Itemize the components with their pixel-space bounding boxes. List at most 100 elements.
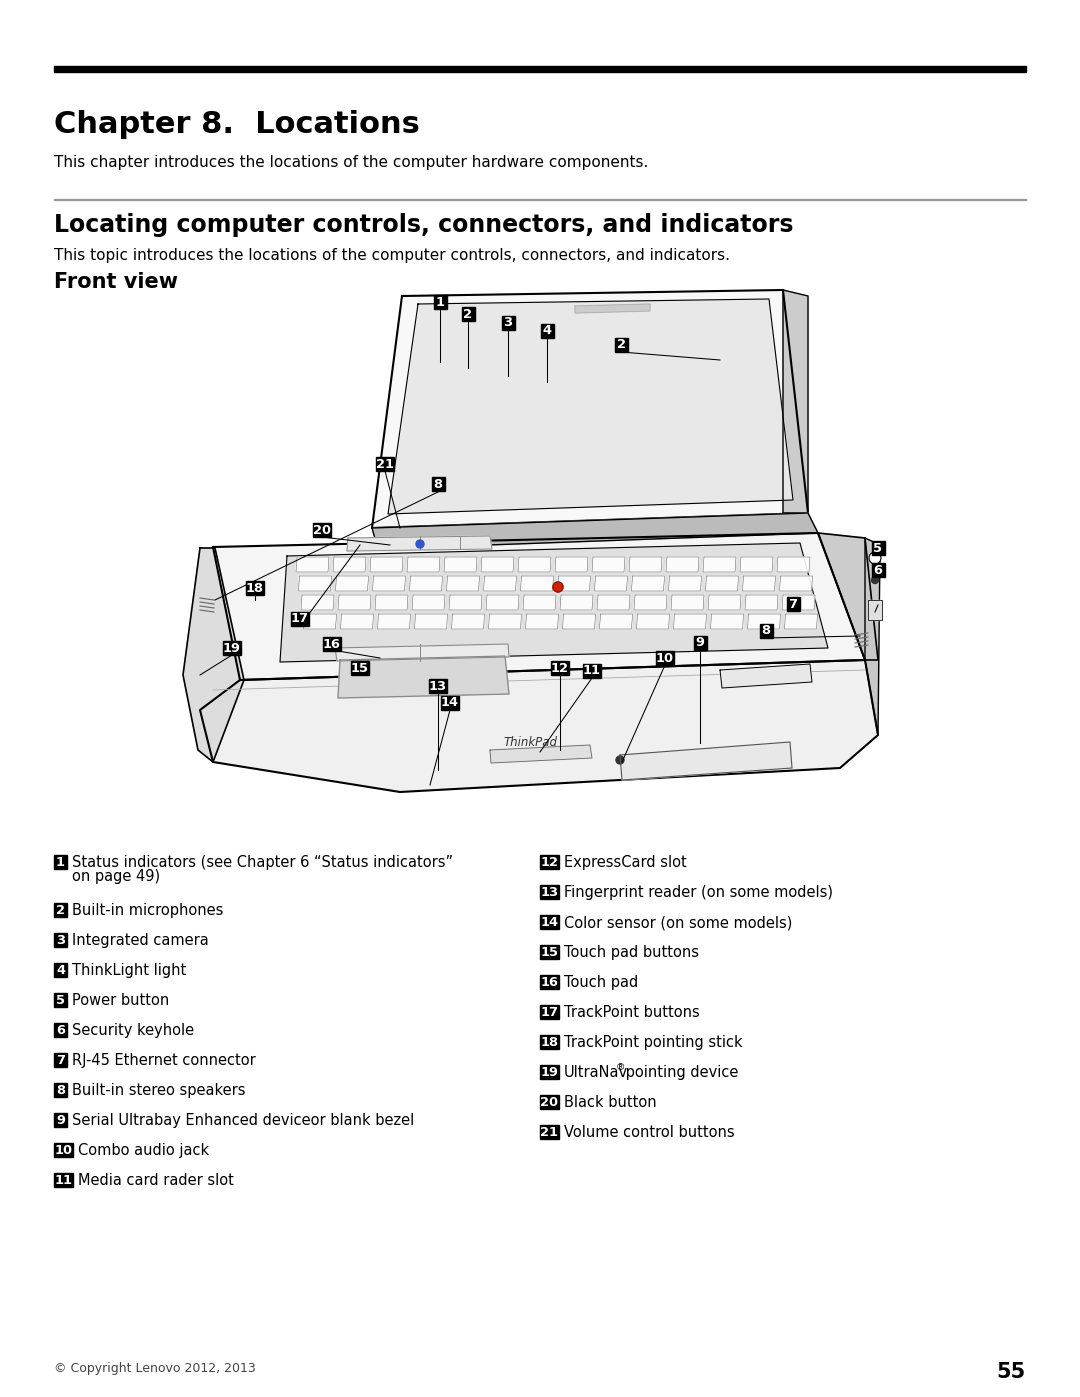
Bar: [54, 1083, 67, 1097]
Polygon shape: [523, 595, 556, 610]
Bar: [441, 696, 459, 710]
Text: Media card rader slot: Media card rader slot: [78, 1173, 233, 1187]
Text: 8: 8: [761, 624, 770, 637]
Text: Built-in stereo speakers: Built-in stereo speakers: [72, 1083, 245, 1098]
Polygon shape: [747, 615, 781, 629]
Polygon shape: [336, 576, 368, 591]
Bar: [54, 902, 67, 918]
Polygon shape: [666, 557, 699, 571]
Text: 2: 2: [617, 338, 625, 352]
Polygon shape: [481, 557, 514, 571]
Bar: [54, 1023, 67, 1038]
Text: Touch pad: Touch pad: [564, 975, 638, 990]
Text: Locating computer controls, connectors, and indicators: Locating computer controls, connectors, …: [54, 212, 794, 237]
Bar: [54, 963, 67, 978]
Polygon shape: [561, 595, 593, 610]
Bar: [582, 664, 602, 678]
Bar: [54, 1143, 72, 1157]
Bar: [540, 1065, 558, 1080]
Polygon shape: [407, 557, 440, 571]
Polygon shape: [783, 291, 808, 513]
Bar: [376, 457, 394, 471]
Text: 55: 55: [997, 1362, 1026, 1382]
Bar: [540, 1004, 558, 1020]
Text: Power button: Power button: [72, 993, 170, 1009]
Text: 21: 21: [540, 1126, 558, 1139]
Text: This topic introduces the locations of the computer controls, connectors, and in: This topic introduces the locations of t…: [54, 249, 730, 263]
Text: ExpressCard slot: ExpressCard slot: [564, 855, 687, 870]
Text: 18: 18: [246, 581, 264, 595]
Bar: [222, 641, 242, 655]
Text: 3: 3: [503, 317, 513, 330]
Polygon shape: [486, 595, 519, 610]
Bar: [501, 316, 514, 330]
Polygon shape: [599, 615, 633, 629]
Text: Status indicators (see Chapter 6 “Status indicators”: Status indicators (see Chapter 6 “Status…: [72, 855, 454, 870]
Text: Front view: Front view: [54, 272, 178, 292]
Polygon shape: [708, 595, 741, 610]
Polygon shape: [868, 599, 882, 620]
Polygon shape: [865, 538, 880, 735]
Bar: [54, 1113, 67, 1127]
Bar: [540, 324, 554, 338]
Polygon shape: [703, 557, 735, 571]
Text: 5: 5: [874, 542, 882, 555]
Polygon shape: [632, 576, 664, 591]
Text: 2: 2: [463, 307, 473, 320]
Polygon shape: [777, 557, 810, 571]
Polygon shape: [335, 644, 509, 661]
Text: 3: 3: [56, 933, 65, 947]
Text: TrackPoint buttons: TrackPoint buttons: [564, 1004, 700, 1020]
Text: 17: 17: [540, 1006, 558, 1018]
Text: 12: 12: [551, 662, 569, 675]
Text: 4: 4: [56, 964, 65, 977]
Text: Chapter 8.  Locations: Chapter 8. Locations: [54, 110, 420, 138]
Polygon shape: [743, 576, 775, 591]
Polygon shape: [372, 291, 808, 528]
Bar: [540, 944, 558, 960]
Text: Integrated camera: Integrated camera: [72, 933, 208, 949]
Polygon shape: [575, 305, 650, 313]
Text: 6: 6: [874, 563, 882, 577]
Text: 9: 9: [56, 1113, 65, 1126]
Polygon shape: [333, 557, 366, 571]
Polygon shape: [782, 595, 815, 610]
Polygon shape: [446, 576, 480, 591]
Polygon shape: [444, 557, 477, 571]
Text: 16: 16: [323, 637, 341, 651]
Text: 13: 13: [429, 679, 447, 693]
Polygon shape: [518, 557, 551, 571]
Bar: [693, 636, 706, 650]
Bar: [54, 1053, 67, 1067]
Polygon shape: [388, 299, 793, 514]
Text: Touch pad buttons: Touch pad buttons: [564, 944, 699, 960]
Text: 21: 21: [376, 457, 394, 471]
Polygon shape: [338, 595, 372, 610]
Text: 1: 1: [56, 855, 65, 869]
Bar: [759, 624, 772, 638]
Polygon shape: [340, 615, 374, 629]
Polygon shape: [784, 615, 818, 629]
Bar: [786, 597, 799, 610]
Text: Fingerprint reader (on some models): Fingerprint reader (on some models): [564, 886, 833, 900]
Bar: [351, 661, 369, 675]
Text: 1: 1: [435, 296, 445, 309]
Text: 15: 15: [351, 662, 369, 675]
Text: on page 49): on page 49): [72, 869, 160, 883]
Text: Security keyhole: Security keyhole: [72, 1023, 194, 1038]
Polygon shape: [409, 576, 443, 591]
Bar: [429, 679, 447, 693]
Bar: [540, 975, 558, 989]
Text: 5: 5: [56, 993, 65, 1007]
Polygon shape: [449, 595, 482, 610]
Polygon shape: [183, 548, 244, 761]
Text: 17: 17: [291, 612, 309, 626]
Polygon shape: [555, 557, 588, 571]
Text: 7: 7: [56, 1053, 65, 1067]
Text: TrackPoint pointing stick: TrackPoint pointing stick: [564, 1035, 742, 1051]
Polygon shape: [674, 615, 706, 629]
Bar: [656, 651, 674, 665]
Polygon shape: [711, 615, 743, 629]
Text: 6: 6: [56, 1024, 65, 1037]
Bar: [245, 581, 265, 595]
